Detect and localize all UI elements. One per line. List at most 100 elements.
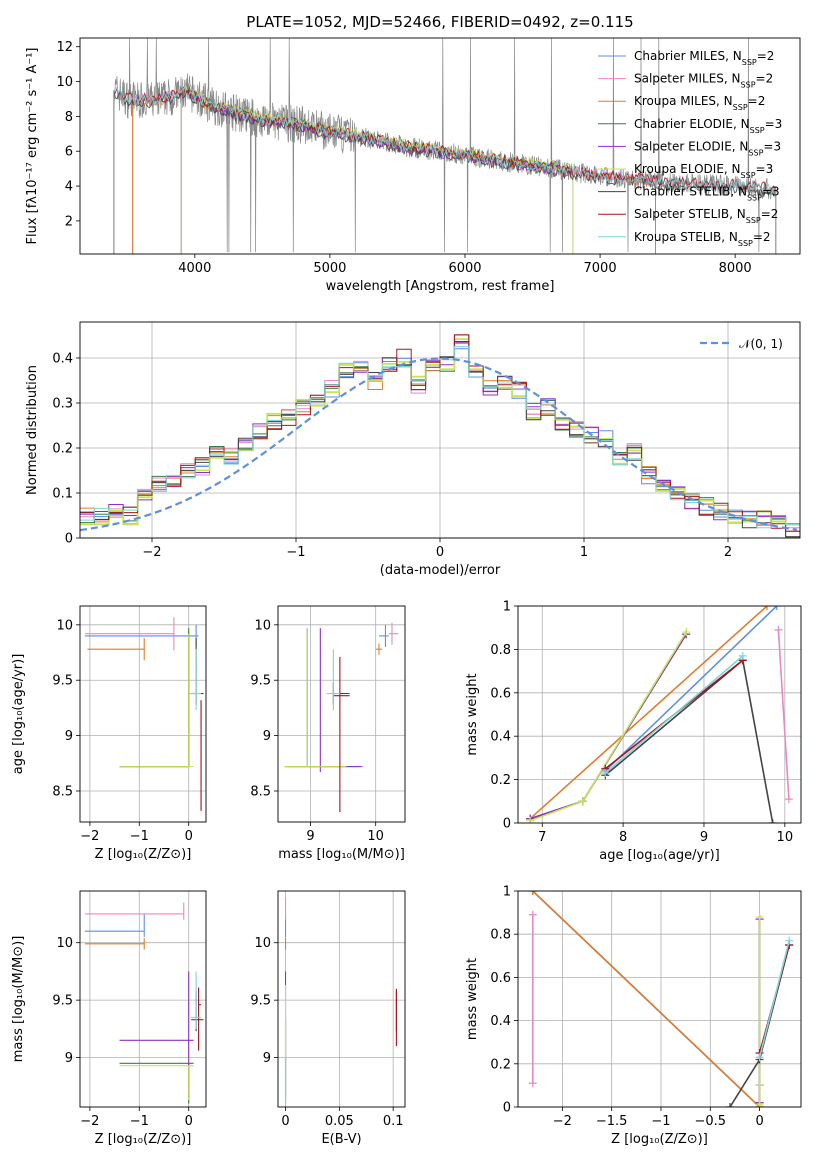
weight_vs_age-panel: 7 8 9 10 0 0.2 0.4 0.6 0.8 1 age [log₁₀(age/yr)] ma… <box>465 600 802 863</box>
y-tick-label: 10 <box>254 936 271 951</box>
histogram-kroupa_stelib <box>80 345 800 529</box>
x-tick-label: 0 <box>185 829 193 844</box>
x-tick-label: 6000 <box>448 261 481 276</box>
weight-marker-kroupa_elodie <box>682 628 691 637</box>
y-tick-label: 12 <box>56 40 73 55</box>
legend-entry: Salpeter STELIB, NSSP=2 <box>634 207 778 225</box>
legend-entry: Kroupa MILES, NSSP=2 <box>634 94 765 112</box>
weight-marker-kroupa_stelib <box>738 651 747 660</box>
axes-frame <box>517 605 802 824</box>
legend-entry: Kroupa STELIB, NSSP=2 <box>634 230 771 248</box>
weight-marker-salpeter_miles <box>774 625 783 634</box>
x-tick-label: 0.05 <box>325 1114 354 1129</box>
x-axis-label: Z [log₁₀(Z/Z⊙)] <box>611 1132 708 1147</box>
spectrum-panel: 4000 5000 6000 7000 8000 2 4 6 8 10 12 wavelength [… <box>25 37 801 294</box>
y-tick-label: 4 <box>65 180 73 195</box>
y-tick-label: 0 <box>65 532 73 547</box>
y-tick-label: 10 <box>56 936 73 951</box>
x-axis-label: age [log₁₀(age/yr)] <box>599 848 720 863</box>
weight-marker-kroupa_stelib <box>601 769 610 778</box>
weight-marker-salpeter_miles <box>528 1079 537 1088</box>
age_vs_Z-panel: −2 −1 0 8.5 9 9.5 10 Z [log₁₀(Z/Z⊙)] age [log₁₀(… <box>11 605 207 862</box>
y-axis-label: mass [log₁₀(M/M⊙)] <box>11 936 26 1063</box>
x-tick-label: −2 <box>80 1114 99 1129</box>
y-tick-label: 9.5 <box>52 674 73 689</box>
axes-frame <box>277 890 406 1108</box>
spectrum-model-kroupa_stelib <box>113 87 776 196</box>
y-tick-label: 0.6 <box>490 971 511 986</box>
legend-entry: 𝒩(0, 1) <box>739 337 783 351</box>
mass_vs_Z-plot-area <box>84 902 204 1104</box>
x-tick-label: −2 <box>142 545 161 560</box>
age_vs_mass-plot-area <box>284 622 399 813</box>
y-axis-label: age [log₁₀(age/yr)] <box>11 654 26 775</box>
y-tick-label: 0.2 <box>52 442 73 457</box>
weight-line-kroupa_stelib <box>604 655 744 774</box>
y-tick-label: 9 <box>65 729 73 744</box>
x-tick-label: 7 <box>538 830 546 845</box>
axes-frame <box>277 605 406 823</box>
axes-frame <box>79 890 207 1108</box>
weight-marker-kroupa_elodie <box>755 1100 764 1107</box>
y-tick-label: 8.5 <box>250 784 271 799</box>
legend-entry: Salpeter MILES, NSSP=2 <box>634 72 773 90</box>
axes-frame <box>79 321 801 539</box>
x-tick-label: −0.5 <box>694 1114 726 1129</box>
x-tick-label: −2 <box>80 829 99 844</box>
age_vs_Z-plot-area <box>84 617 204 811</box>
x-tick-label: 9 <box>700 830 708 845</box>
y-tick-label: 0.8 <box>490 643 511 658</box>
y-tick-label: 10 <box>56 75 73 90</box>
y-tick-label: 6 <box>65 145 73 160</box>
residuals-panel: −2 −1 0 1 2 0 0.1 0.2 0.3 0.4 (data-model)/error No… <box>25 321 801 578</box>
y-tick-label: 0.8 <box>490 928 511 943</box>
y-tick-label: 0.1 <box>52 487 73 502</box>
spectrum-legend: Chabrier MILES, NSSP=2 Salpeter MILES, NS… <box>598 49 782 247</box>
weight-line-kroupa_stelib <box>758 940 790 1058</box>
weight-marker-chabrier_stelib <box>768 819 777 823</box>
axes-frame <box>517 890 802 1108</box>
x-tick-label: 10 <box>367 829 384 844</box>
weight-marker-kroupa_elodie <box>755 912 764 921</box>
y-tick-label: 9.5 <box>52 994 73 1009</box>
y-tick-label: 0 <box>503 817 511 832</box>
x-tick-label: 2 <box>724 545 732 560</box>
y-tick-label: 0.4 <box>52 352 73 367</box>
weight-marker-salpeter_miles <box>528 910 537 919</box>
legend-entry: Chabrier STELIB, NSSP=3 <box>634 185 780 203</box>
x-tick-label: 5000 <box>313 261 346 276</box>
x-tick-label: 0 <box>436 545 444 560</box>
weight-marker-kroupa_elodie <box>755 1081 764 1090</box>
weight-marker-kroupa_elodie <box>578 797 587 806</box>
x-axis-label: wavelength [Angstrom, rest frame] <box>326 279 555 294</box>
y-tick-label: 0 <box>503 1101 511 1116</box>
x-tick-label: 8 <box>619 830 627 845</box>
y-tick-label: 2 <box>65 214 73 229</box>
weight-marker-kroupa_stelib <box>755 1053 764 1062</box>
x-tick-label: −2 <box>553 1114 572 1129</box>
weight-line-kroupa_miles <box>532 891 761 1107</box>
x-tick-label: 4000 <box>178 261 211 276</box>
x-axis-label: Z [log₁₀(Z/Z⊙)] <box>95 847 192 862</box>
legend-entry: Kroupa ELODIE, NSSP=3 <box>634 162 773 180</box>
x-axis-label: (data-model)/error <box>380 563 501 578</box>
residuals-plot-area <box>80 334 800 538</box>
mass_vs_ebv-panel: 0 0.05 0.1 9 9.5 10 E(B-V) <box>250 890 406 1147</box>
y-tick-label: 9 <box>263 1051 271 1066</box>
y-axis-label: mass weight <box>465 673 480 755</box>
y-tick-label: 8.5 <box>52 784 73 799</box>
x-tick-label: −1 <box>651 1114 670 1129</box>
weight-marker-kroupa_miles <box>528 891 537 895</box>
y-axis-label: mass weight <box>465 958 480 1040</box>
y-tick-label: 0.3 <box>52 397 73 412</box>
x-tick-label: −1.5 <box>596 1114 628 1129</box>
x-tick-label: −1 <box>130 829 149 844</box>
normal-curve <box>80 357 798 532</box>
figure-title: PLATE=1052, MJD=52466, FIBERID=0492, z=0… <box>246 13 634 31</box>
x-tick-label: 0 <box>281 1114 289 1129</box>
weight-marker-kroupa_stelib <box>785 936 794 945</box>
weight-marker-salpeter_miles <box>784 795 793 804</box>
weight-marker-chabrier_stelib <box>726 1103 735 1107</box>
y-tick-label: 0.4 <box>490 1014 511 1029</box>
